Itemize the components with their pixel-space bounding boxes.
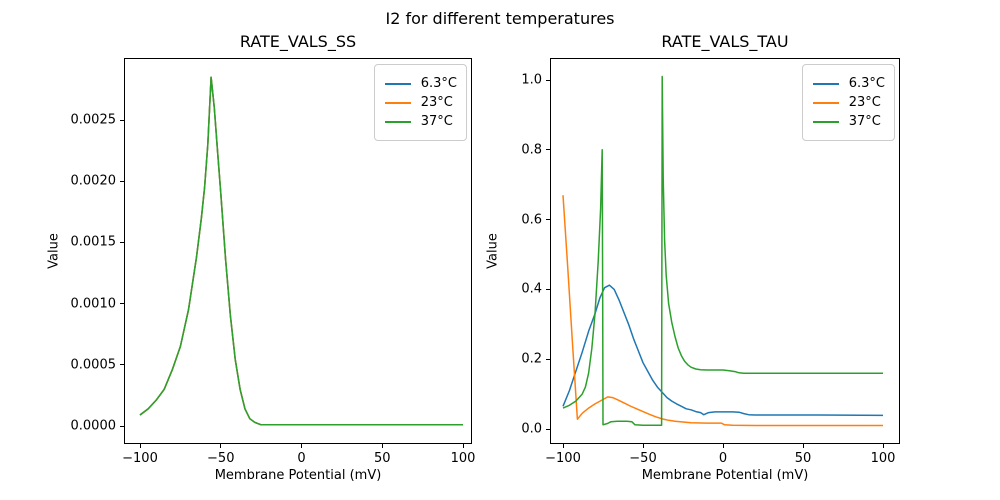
- plot-ss-axes: [124, 58, 472, 444]
- y-tick-label: 0.0005: [70, 357, 117, 373]
- y-tick-mark: [546, 288, 550, 290]
- legend-line-swatch-icon: [812, 120, 839, 123]
- y-tick-label: 0.0010: [70, 296, 117, 312]
- y-tick-mark: [120, 364, 124, 366]
- plot-tau-xlabel: Membrane Potential (mV): [641, 468, 809, 483]
- figure-title: I2 for different temperatures: [385, 9, 615, 28]
- x-tick-label: −100: [545, 451, 581, 466]
- y-tick-mark: [120, 180, 124, 182]
- y-tick-mark: [120, 119, 124, 121]
- x-tick-label: −50: [629, 451, 657, 466]
- legend-label: 23°C: [848, 95, 881, 110]
- legend-label: 6.3°C: [420, 76, 457, 91]
- y-tick-label: 0.2: [521, 351, 542, 367]
- y-tick-mark: [546, 428, 550, 430]
- y-tick-label: 0.0015: [70, 234, 117, 250]
- x-tick-mark: [301, 444, 302, 448]
- plot-ss-xlabel: Membrane Potential (mV): [214, 468, 382, 483]
- y-tick-label: 0.0025: [70, 112, 117, 128]
- x-tick-label: −100: [122, 451, 158, 466]
- legend-label: 23°C: [420, 95, 453, 110]
- legend-line-swatch-icon: [384, 82, 411, 85]
- plot-ss-ylabel: Value: [46, 233, 62, 269]
- legend-entry: 37°C: [384, 114, 457, 129]
- y-tick-mark: [120, 425, 124, 427]
- x-tick-label: 100: [870, 451, 896, 466]
- y-tick-mark: [120, 241, 124, 243]
- x-tick-label: 50: [373, 451, 391, 466]
- plot-rate-vals-tau: RATE_VALS_TAU Membrane Potential (mV) Va…: [486, 32, 900, 483]
- plot-rate-vals-ss: RATE_VALS_SS Membrane Potential (mV) Val…: [47, 32, 476, 483]
- y-tick-mark: [546, 358, 550, 360]
- legend-entry: 23°C: [812, 95, 885, 110]
- x-tick-mark: [462, 444, 464, 448]
- legend-line-swatch-icon: [812, 101, 839, 104]
- legend-entry: 6.3°C: [384, 76, 457, 91]
- curve-37-c: [139, 76, 463, 426]
- y-tick-label: 0.0: [521, 421, 542, 437]
- y-tick-label: 0.4: [521, 281, 542, 297]
- legend-label: 37°C: [420, 114, 453, 129]
- plot-canvas: [139, 76, 463, 426]
- y-tick-label: 1.0: [521, 72, 542, 88]
- x-tick-label: 100: [450, 451, 476, 466]
- legend-entry: 37°C: [812, 114, 885, 129]
- x-tick-mark: [642, 444, 644, 448]
- y-tick-label: 0.8: [521, 142, 542, 158]
- legend-line-swatch-icon: [384, 101, 411, 104]
- legend-entry: 6.3°C: [812, 76, 885, 91]
- legend-label: 6.3°C: [848, 76, 885, 91]
- plot-tau-axes: [550, 58, 900, 444]
- y-tick-mark: [546, 149, 550, 151]
- plot-tau-legend: 6.3°C 23°C 37°C: [801, 64, 895, 141]
- y-tick-label: 0.6: [521, 212, 542, 228]
- plot-ss-title: RATE_VALS_SS: [239, 32, 357, 51]
- y-tick-mark: [120, 303, 124, 305]
- y-tick-label: 0.0000: [70, 418, 117, 434]
- legend-line-swatch-icon: [812, 82, 839, 85]
- plot-canvas: [562, 75, 884, 427]
- plot-tau-title: RATE_VALS_TAU: [661, 32, 789, 51]
- curve-23-c: [562, 195, 883, 427]
- y-tick-label: 0.0020: [70, 173, 117, 189]
- plot-tau-ylabel: Value: [485, 233, 501, 269]
- x-tick-mark: [381, 444, 383, 448]
- x-tick-mark: [139, 444, 141, 448]
- curve-37-c: [562, 75, 883, 426]
- y-tick-mark: [546, 79, 550, 81]
- plot-ss-legend: 6.3°C 23°C 37°C: [373, 64, 467, 141]
- legend-entry: 23°C: [384, 95, 457, 110]
- x-tick-mark: [722, 444, 724, 448]
- x-tick-mark: [882, 444, 884, 448]
- x-tick-label: 50: [794, 451, 812, 466]
- x-tick-label: −50: [207, 451, 235, 466]
- legend-line-swatch-icon: [384, 120, 411, 123]
- curve-6-3-c: [562, 284, 884, 417]
- x-tick-label: 0: [297, 451, 306, 466]
- x-tick-label: 0: [718, 451, 728, 466]
- x-tick-mark: [802, 444, 804, 448]
- x-tick-mark: [220, 444, 222, 448]
- legend-label: 37°C: [848, 114, 881, 129]
- x-tick-mark: [562, 444, 564, 448]
- y-tick-mark: [546, 219, 550, 221]
